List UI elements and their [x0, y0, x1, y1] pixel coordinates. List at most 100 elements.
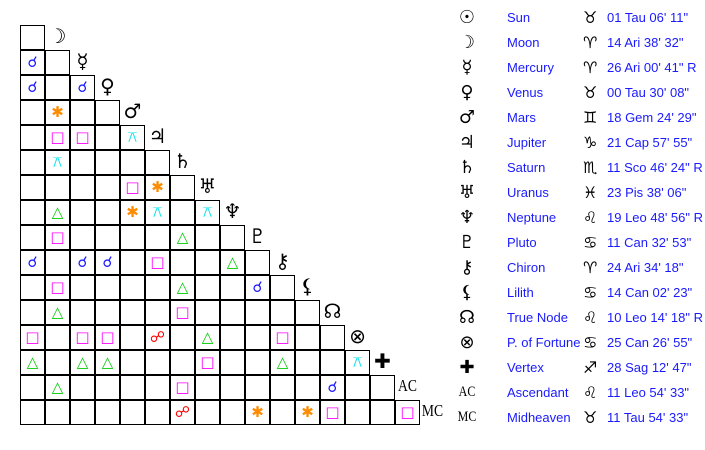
- aspect-cell: [295, 300, 320, 325]
- aspect-cell: [95, 125, 120, 150]
- aspect-cell: [120, 400, 145, 425]
- aspect-cell: [220, 225, 245, 250]
- aspect-cell: [45, 250, 70, 275]
- aspect-cell: [20, 175, 45, 200]
- planet-position: 01 Tau 06' 11": [607, 10, 689, 25]
- zodiac-sign-icon: ♊: [583, 108, 598, 127]
- planet-row-moon: ☽ Moon ♈ 14 Ari 38' 32": [455, 30, 705, 55]
- zodiac-sign-icon: ♐: [583, 358, 598, 377]
- chiron-icon: ⚷: [460, 257, 474, 278]
- aspect-cell: [20, 375, 45, 400]
- aspect-cell: [170, 250, 195, 275]
- aspect-cell: [70, 175, 95, 200]
- square-aspect-icon: □: [325, 403, 340, 421]
- aspect-cell: [45, 175, 70, 200]
- zodiac-sign-icon: ♉: [583, 83, 598, 102]
- aspect-cell: □: [45, 275, 70, 300]
- aspect-cell: [95, 225, 120, 250]
- planet-position: 11 Sco 46' 24" R: [607, 160, 703, 175]
- planet-name: Jupiter: [507, 135, 547, 150]
- aspect-cell: [295, 375, 320, 400]
- planet-row-saturn: ♄ Saturn ♏ 11 Sco 46' 24" R: [455, 155, 705, 180]
- aspect-cell: ☌: [95, 250, 120, 275]
- aspect-cell: △: [45, 300, 70, 325]
- conjunction-aspect-icon: ☌: [27, 253, 38, 271]
- aspect-cell: [20, 275, 45, 300]
- aspect-cell: [120, 225, 145, 250]
- quincunx-aspect-icon: ⚻: [152, 203, 163, 221]
- quincunx-aspect-icon: ⚻: [202, 203, 213, 221]
- venus-icon: ♀: [460, 82, 474, 103]
- aspect-cell: ✱: [295, 400, 320, 425]
- aspect-cell: [170, 175, 195, 200]
- aspect-cell: ✱: [245, 400, 270, 425]
- aspect-cell: [220, 275, 245, 300]
- aspect-cell: [95, 175, 120, 200]
- aspect-cell: [370, 375, 395, 400]
- aspect-cell: [120, 350, 145, 375]
- aspect-cell: [245, 250, 270, 275]
- conjunction-aspect-icon: ☌: [102, 253, 113, 271]
- aspect-cell: [45, 400, 70, 425]
- sextile-aspect-icon: ✱: [251, 403, 264, 421]
- zodiac-sign-icon: ♋: [583, 333, 598, 352]
- aspect-cell: [220, 400, 245, 425]
- trine-aspect-icon: △: [176, 278, 189, 296]
- aspect-cell: △: [195, 325, 220, 350]
- grid-midheaven-icon: MC: [421, 401, 444, 420]
- aspect-cell: □: [45, 225, 70, 250]
- sextile-aspect-icon: ✱: [151, 178, 164, 196]
- quincunx-aspect-icon: ⚻: [352, 353, 363, 371]
- sextile-aspect-icon: ✱: [301, 403, 314, 421]
- grid-moon-icon: ☽: [48, 23, 67, 48]
- aspect-grid: ☉ ☽ ☌ ☿ ☌ ☌ ♀ ✱ ♂ □ □ ⚻ ♃ ⚻ ♄ □ ✱ ♅ △ ✱ ⚻ ⚻ ♆ □ △ ♇ ☌ ☌ ☌ □ △ ⚷ □ △ ☌ ⚸ △ □ ☊ □…: [20, 0, 444, 425]
- grid-chiron-icon: ⚷: [275, 248, 290, 273]
- planet-name: Sun: [507, 10, 531, 25]
- aspect-cell: ☌: [70, 250, 95, 275]
- aspect-cell: □: [195, 350, 220, 375]
- aspect-cell: [45, 350, 70, 375]
- zodiac-sign-icon: ♈: [583, 33, 598, 52]
- aspect-cell: [145, 275, 170, 300]
- aspect-cell: ⚻: [45, 150, 70, 175]
- pluto-icon: ♇: [458, 232, 476, 253]
- planet-position: 10 Leo 14' 18" R: [607, 310, 704, 325]
- trine-aspect-icon: △: [176, 228, 189, 246]
- true-node-icon: ☊: [459, 307, 475, 328]
- planet-name: Lilith: [507, 285, 534, 300]
- aspect-cell: [20, 400, 45, 425]
- aspect-cell: [70, 275, 95, 300]
- aspect-cell: [120, 375, 145, 400]
- aspect-cell: △: [95, 350, 120, 375]
- aspect-cell: [145, 375, 170, 400]
- aspect-cell: [20, 100, 45, 125]
- planet-name: Chiron: [507, 260, 546, 275]
- lilith-icon: ⚸: [460, 282, 474, 303]
- planet-row-vertex: ✚ Vertex ♐ 28 Sag 12' 47": [455, 355, 705, 380]
- aspect-cell: [195, 275, 220, 300]
- planet-position: 28 Sag 12' 47": [607, 360, 692, 375]
- aspect-cell: ☌: [20, 250, 45, 275]
- sun-icon: ☉: [458, 7, 476, 28]
- aspect-cell: □: [270, 325, 295, 350]
- grid-pluto-icon: ♇: [248, 223, 267, 248]
- aspect-cell: [70, 150, 95, 175]
- aspect-cell: [95, 375, 120, 400]
- aspect-cell: [70, 200, 95, 225]
- aspect-cell: △: [45, 375, 70, 400]
- aspect-cell: [245, 375, 270, 400]
- aspect-cell: [195, 225, 220, 250]
- grid-mars-icon: ♂: [123, 98, 142, 123]
- square-aspect-icon: □: [75, 328, 90, 346]
- zodiac-sign-icon: ♋: [583, 233, 598, 252]
- zodiac-sign-icon: ♓: [583, 183, 598, 202]
- aspect-cell: [345, 375, 370, 400]
- planet-position: 11 Tau 54' 33": [607, 410, 689, 425]
- trine-aspect-icon: △: [276, 353, 289, 371]
- aspect-cell: [95, 150, 120, 175]
- aspect-cell: [170, 325, 195, 350]
- aspect-cell: △: [220, 250, 245, 275]
- aspect-cell: [220, 350, 245, 375]
- moon-icon: ☽: [458, 32, 476, 53]
- aspect-cell: □: [120, 175, 145, 200]
